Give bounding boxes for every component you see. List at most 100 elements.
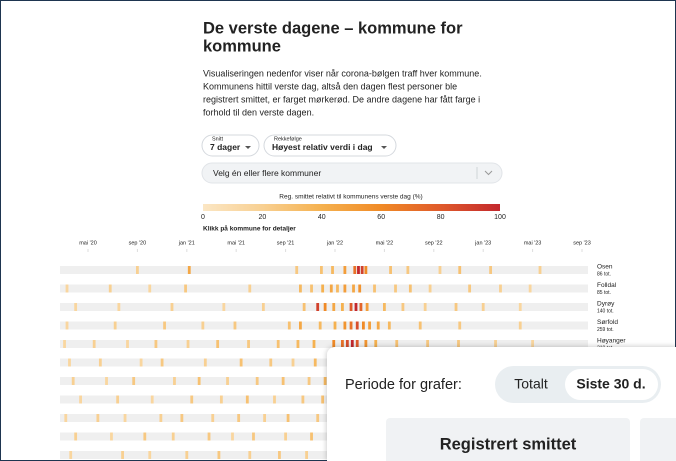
day-cell	[185, 451, 189, 459]
intro: Kommunens hittil verste dag, altså den d…	[203, 81, 457, 91]
day-cell	[186, 340, 190, 348]
day-cell	[139, 358, 143, 367]
day-cell	[154, 340, 158, 348]
day-cell	[365, 303, 369, 311]
row-bg	[60, 321, 588, 330]
legend-tick-label: 40	[318, 214, 326, 221]
row-total: 259 tot.	[597, 327, 614, 333]
day-cell	[394, 284, 397, 293]
search-placeholder: Velg én eller flere kommuner	[213, 168, 321, 178]
day-cell	[395, 340, 399, 348]
title: kommune	[203, 37, 281, 55]
day-cell	[531, 340, 534, 348]
day-cell	[343, 266, 347, 274]
legend-title: Reg. smittet relativt til kommunens vers…	[279, 194, 422, 201]
time-label: mai '23	[524, 240, 542, 246]
row-name[interactable]: Folldal	[597, 282, 617, 289]
time-label: sep '23	[573, 240, 591, 246]
day-cell	[159, 414, 163, 422]
period-panel: Periode for grafer: Totalt Siste 30 d. R…	[327, 347, 676, 461]
day-cell	[64, 414, 68, 422]
day-cell	[219, 395, 223, 404]
day-cell	[261, 303, 265, 311]
row-bg	[60, 414, 588, 422]
day-cell	[65, 284, 69, 293]
row-name[interactable]: Sørfold	[597, 319, 618, 326]
day-cell	[278, 451, 281, 459]
average-select[interactable]	[201, 134, 260, 157]
day-cell	[299, 321, 302, 330]
day-cell	[276, 340, 280, 348]
search-box[interactable]	[201, 162, 503, 184]
hint: Klikk på kommune for detaljer	[203, 225, 296, 233]
day-cell	[364, 266, 368, 274]
day-cell	[116, 395, 120, 404]
day-cell	[284, 432, 287, 441]
day-cell	[184, 284, 187, 293]
day-cell	[352, 284, 355, 293]
day-cell	[222, 303, 226, 311]
day-cell	[92, 340, 96, 348]
day-cell	[458, 266, 462, 274]
day-cell	[329, 284, 333, 293]
card-title: Registrert smittet	[440, 435, 577, 453]
day-cell	[163, 321, 166, 330]
row-total: 86 tot.	[597, 271, 611, 277]
day-cell	[211, 414, 215, 422]
row-name[interactable]: Dyrøy	[597, 301, 615, 308]
legend-tick-label: 0	[201, 214, 205, 221]
day-cell	[489, 266, 493, 274]
day-cell	[357, 266, 360, 274]
day-cell	[457, 340, 460, 348]
row-name[interactable]: Høyanger	[597, 338, 626, 345]
day-cell	[408, 284, 412, 293]
day-cell	[423, 303, 427, 311]
day-cell	[310, 432, 313, 441]
day-cell	[233, 321, 237, 330]
card	[386, 418, 630, 461]
time-label: mai '20	[79, 240, 97, 246]
toggle-option[interactable]: Siste 30 d.	[576, 376, 645, 392]
day-cell	[68, 358, 71, 367]
time-label: sep '21	[277, 240, 295, 246]
day-cell	[331, 266, 334, 274]
caret	[245, 146, 251, 149]
day-cell	[291, 358, 295, 367]
toggle-option[interactable]: Totalt	[514, 376, 548, 392]
day-cell	[197, 377, 201, 385]
day-cell	[383, 303, 386, 311]
day-cell	[355, 340, 359, 348]
day-cell	[349, 321, 353, 330]
day-cell	[74, 432, 78, 441]
day-cell	[320, 266, 323, 274]
day-cell	[359, 303, 363, 311]
select-label: Rekkefølge	[274, 136, 302, 142]
day-cell	[248, 451, 252, 459]
day-cell	[201, 321, 205, 330]
day-cell	[207, 432, 211, 441]
day-cell	[323, 377, 327, 385]
day-cell	[252, 432, 255, 441]
day-cell	[316, 303, 320, 311]
day-cell	[136, 266, 139, 274]
day-cell	[323, 303, 327, 311]
day-cell	[310, 284, 313, 293]
day-cell	[123, 414, 127, 422]
day-cell	[295, 266, 299, 274]
day-cell	[494, 340, 497, 348]
day-cell	[349, 303, 353, 311]
order-select[interactable]	[263, 134, 397, 157]
day-cell	[148, 284, 152, 293]
day-cell	[302, 303, 306, 311]
intro: forhold til den verste dagen.	[203, 107, 314, 117]
day-cell	[387, 321, 391, 330]
day-cell	[350, 340, 354, 348]
period-label: Periode for grafer:	[345, 377, 462, 393]
row-bg	[60, 340, 588, 348]
day-cell	[341, 340, 344, 348]
row-name[interactable]: Osen	[597, 264, 613, 271]
day-cell	[333, 321, 337, 330]
time-label: jan '22	[326, 240, 343, 246]
intro: Visualiseringen nedenfor viser når coron…	[203, 68, 482, 78]
